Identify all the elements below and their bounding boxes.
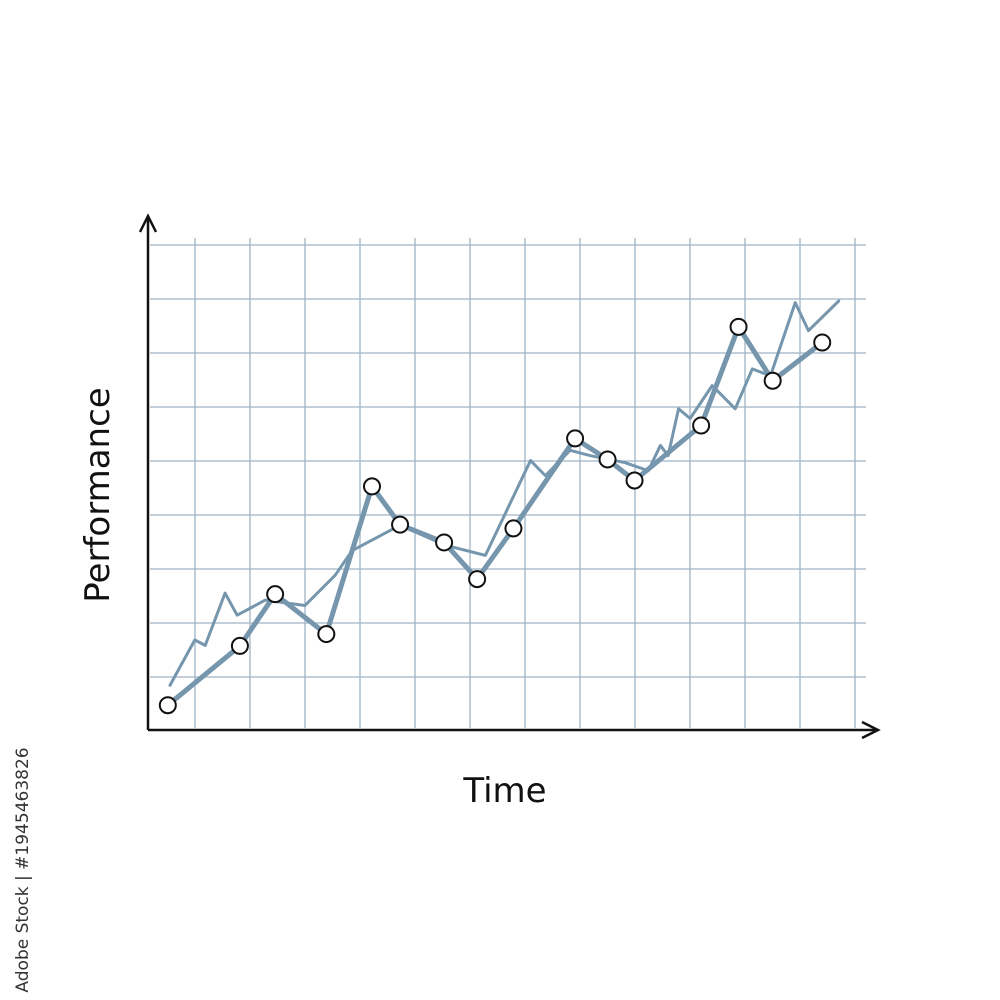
data-point: [692, 416, 711, 435]
data-point: [598, 450, 617, 469]
data-point: [266, 585, 285, 604]
x-axis-arrow: [861, 720, 881, 740]
data-point: [504, 519, 523, 538]
data-point: [468, 570, 487, 589]
y-axis-arrow: [138, 213, 158, 233]
series-line: [168, 299, 841, 687]
data-point: [625, 471, 644, 490]
data-point: [566, 429, 585, 448]
plot-area: [158, 299, 841, 715]
data-point: [729, 317, 748, 336]
y-axis-title: Performance: [78, 387, 118, 602]
data-point: [763, 371, 782, 390]
series-line: [165, 324, 825, 708]
data-point: [813, 333, 832, 352]
data-point: [158, 696, 177, 715]
credit: Adobe Stock | #1945463826: [13, 747, 33, 992]
x-axis-title: Time: [462, 771, 546, 811]
grid: [150, 238, 866, 728]
data-point: [435, 533, 454, 552]
data-point: [363, 477, 382, 496]
data-point: [317, 625, 336, 644]
data-point: [391, 515, 410, 534]
data-point: [230, 636, 249, 655]
